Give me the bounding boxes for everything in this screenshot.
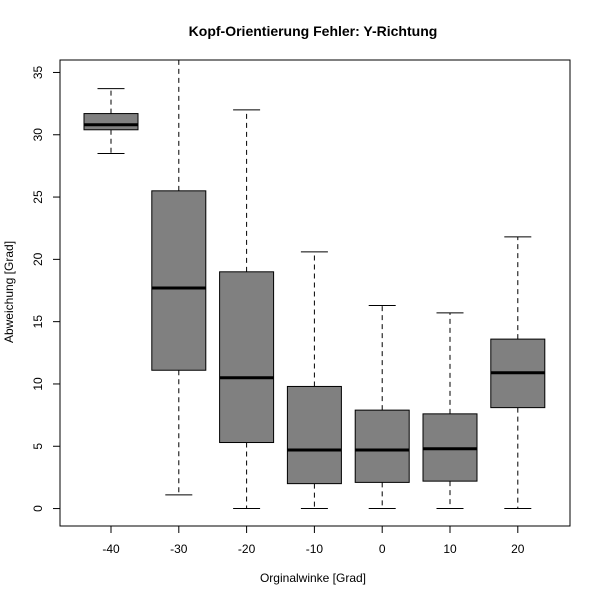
x-tick-label: 0 [379,542,386,556]
y-tick-label: 25 [31,190,45,204]
box--40 [83,88,139,154]
box-0 [354,304,410,510]
y-tick-label: 30 [31,128,45,142]
y-tick-label: 20 [31,252,45,266]
y-tick-label: 10 [31,377,45,391]
x-tick-label: 20 [511,542,525,556]
box-iqr [286,385,342,485]
x-tick-label: -30 [170,542,188,556]
box-iqr [354,409,410,483]
y-axis-label: Abweichung [Grad] [2,241,16,343]
x-tick-label: -10 [306,542,324,556]
y-tick-label: 35 [31,65,45,79]
box-iqr [151,190,207,371]
y-tick-label: 5 [31,443,45,450]
box-iqr [219,271,275,444]
chart-title: Kopf-Orientierung Fehler: Y-Richtung [189,23,438,39]
boxes-group [83,59,546,510]
box-20 [490,236,546,510]
y-tick-label: 0 [31,505,45,512]
x-tick-label: 10 [443,542,457,556]
box--30 [151,59,207,496]
box-10 [422,312,478,510]
y-tick-label: 15 [31,315,45,329]
box-iqr [83,113,139,131]
x-tick-label: -40 [102,542,120,556]
box--10 [286,251,342,510]
y-axis: 0 5 10 15 20 25 30 35 [31,65,61,512]
box--20 [219,109,275,510]
x-tick-label: -20 [238,542,256,556]
x-axis: -40 -30 -20 -10 0 10 20 [102,525,525,556]
x-axis-label: Orginalwinke [Grad] [260,571,366,585]
